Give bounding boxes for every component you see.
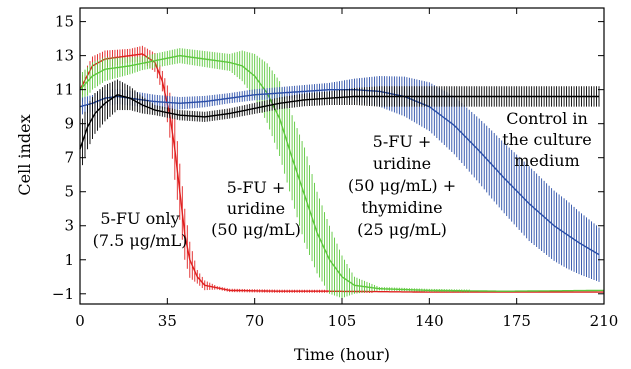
- x-tick-label: 35: [158, 312, 177, 330]
- y-tick-label: 1: [64, 251, 74, 269]
- series-layer: [79, 45, 604, 299]
- annotation-control: Control in the culture medium: [502, 109, 592, 170]
- y-tick-label: 7: [64, 149, 74, 167]
- x-tick-label: 105: [328, 312, 357, 330]
- x-axis-label: Time (hour): [294, 345, 390, 364]
- annotation-5fu-uridine: 5-FU + uridine (50 μg/mL): [211, 178, 301, 239]
- y-tick-label: 3: [64, 217, 74, 235]
- y-tick-label: 13: [55, 47, 74, 65]
- series-line-5fu-uridine-thymidine: [79, 89, 600, 256]
- y-tick-label: 5: [64, 183, 74, 201]
- annotation-5fu-only: 5-FU only (7.5 μg/mL): [93, 209, 188, 250]
- series-line-5fu-uridine: [79, 54, 604, 292]
- series-line-control: [79, 94, 599, 150]
- x-tick-label: 175: [502, 312, 531, 330]
- series-control: [79, 79, 600, 174]
- x-tick-label: 140: [415, 312, 444, 330]
- y-axis-label: Cell index: [15, 114, 34, 195]
- x-tick-label: 0: [75, 312, 85, 330]
- annotation-5fu-uridine-thymidine: 5-FU + uridine (50 μg/mL) + thymidine (25 μg…: [348, 132, 456, 239]
- y-tick-label: −1: [52, 285, 74, 303]
- annotation-layer: 5-FU only (7.5 μg/mL) 5-FU + uridine (50 μg/…: [93, 109, 592, 250]
- y-tick-label: 15: [55, 13, 74, 31]
- y-tick-label: 9: [64, 115, 74, 133]
- x-tick-label: 210: [590, 312, 619, 330]
- y-tick-label: 11: [55, 81, 74, 99]
- x-tick-label: 70: [245, 312, 264, 330]
- error-bars-5fu-uridine: [79, 48, 470, 299]
